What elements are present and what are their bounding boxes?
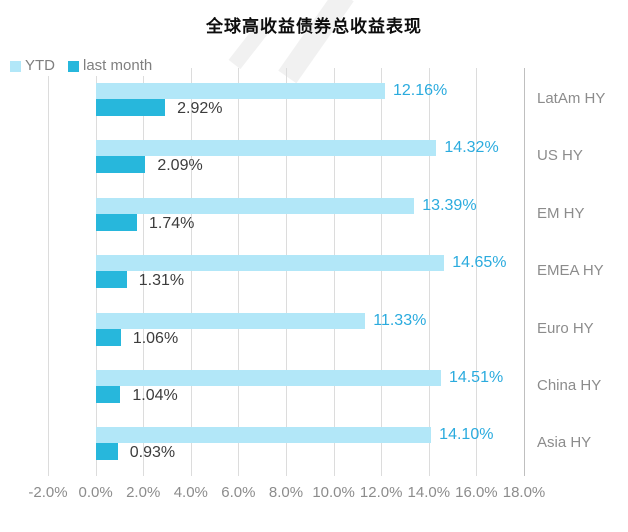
value-label-last-month: 1.04% xyxy=(132,387,178,404)
value-label-last-month: 2.09% xyxy=(157,157,203,175)
value-label-ytd: 11.33% xyxy=(373,311,427,329)
value-label-last-month: 2.92% xyxy=(177,100,223,117)
gridline xyxy=(238,68,239,476)
gridline xyxy=(286,68,287,476)
bar-ytd-latam-hy xyxy=(95,83,385,99)
category-label-em-hy: EM HY xyxy=(537,204,585,222)
category-label-us-hy: US HY xyxy=(537,147,583,165)
bar-last-month-emea-hy xyxy=(95,271,127,289)
legend-item-ytd: YTD xyxy=(10,56,55,76)
category-label-asia-hy: Asia HY xyxy=(537,434,592,452)
category-label-emea-hy: EMEA HY xyxy=(537,262,604,280)
x-tick-label: 4.0% xyxy=(173,484,208,501)
bar-ytd-us-hy xyxy=(95,140,437,157)
category-label-euro-hy: Euro HY xyxy=(537,319,594,337)
gridline xyxy=(476,68,477,476)
x-tick-label: 0.0% xyxy=(78,484,113,501)
value-label-last-month: 1.06% xyxy=(132,329,179,347)
bar-ytd-china-hy xyxy=(95,370,441,386)
x-tick-label: 6.0% xyxy=(221,484,256,501)
bar-last-month-asia-hy xyxy=(95,443,118,461)
legend-item-last-month: last month xyxy=(68,56,152,76)
bar-last-month-em-hy xyxy=(95,213,137,231)
value-label-ytd: 14.32% xyxy=(444,139,499,157)
gridline xyxy=(334,68,335,476)
category-label-latam-hy: LatAm HY xyxy=(537,90,606,107)
x-tick-label: 18.0% xyxy=(502,484,546,501)
axis-right-edge-line xyxy=(524,68,525,476)
bar-last-month-euro-hy xyxy=(95,328,121,346)
value-label-ytd: 14.10% xyxy=(439,426,494,444)
gridline xyxy=(381,68,382,476)
value-label-ytd: 12.16% xyxy=(393,82,448,99)
gridline xyxy=(191,68,192,476)
value-label-ytd: 13.39% xyxy=(422,196,477,214)
x-tick-label: 2.0% xyxy=(126,484,161,501)
chart-legend: YTD last month xyxy=(10,56,157,76)
chart-title: 全球高收益债券总收益表现 xyxy=(206,17,422,36)
gridline xyxy=(429,68,430,476)
legend-label-last-month: last month xyxy=(83,57,153,74)
x-tick-label: -2.0% xyxy=(28,484,68,501)
value-label-last-month: 1.74% xyxy=(149,214,195,232)
value-label-ytd: 14.51% xyxy=(448,369,504,386)
x-tick-label: 10.0% xyxy=(312,484,355,501)
legend-swatch-ytd xyxy=(10,60,21,72)
bar-ytd-asia-hy xyxy=(95,427,432,444)
bar-ytd-emea-hy xyxy=(95,255,445,272)
plot-area: 12.16% 2.92% 14.32% 2.09% 13.39% 1.74% 14.65% 1… xyxy=(48,68,525,476)
gridline xyxy=(48,68,49,476)
gridline xyxy=(143,68,144,476)
category-label-china-hy: China HY xyxy=(537,377,602,394)
value-label-last-month: 0.93% xyxy=(129,444,176,462)
x-tick-label: 8.0% xyxy=(268,484,304,501)
legend-label-ytd: YTD xyxy=(25,57,55,74)
bar-ytd-em-hy xyxy=(95,197,415,214)
bar-last-month-latam-hy xyxy=(95,99,166,116)
bar-ytd-euro-hy xyxy=(95,312,366,329)
value-label-last-month: 1.31% xyxy=(138,272,185,290)
bar-last-month-china-hy xyxy=(95,386,121,403)
x-tick-label: 12.0% xyxy=(359,484,403,501)
value-label-ytd: 14.65% xyxy=(452,254,507,272)
x-tick-label: 16.0% xyxy=(455,484,498,501)
legend-swatch-last-month xyxy=(68,60,79,72)
x-tick-label: 14.0% xyxy=(407,484,451,501)
bar-last-month-us-hy xyxy=(95,156,146,174)
